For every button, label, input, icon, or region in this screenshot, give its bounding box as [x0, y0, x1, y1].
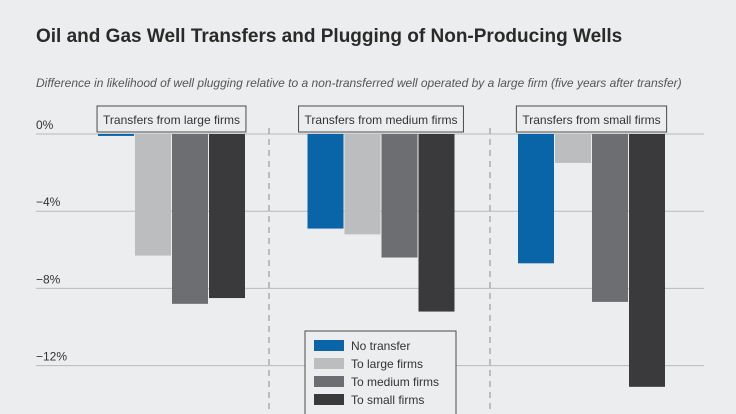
legend-swatch: [314, 376, 344, 387]
y-tick-label: −8%: [36, 272, 61, 286]
legend-swatch: [314, 394, 344, 405]
bar: [381, 134, 418, 258]
bar: [344, 134, 381, 235]
chart-subtitle: Difference in likelihood of well pluggin…: [36, 76, 682, 90]
bar: [555, 134, 591, 163]
panel-label-box: [96, 105, 247, 133]
legend-label: To small firms: [351, 393, 424, 407]
chart-title: Oil and Gas Well Transfers and Plugging …: [36, 26, 623, 47]
panel-labels: Transfers from large firms Transfers from…: [96, 105, 668, 133]
bar: [98, 134, 134, 136]
panel-label-box: [515, 105, 668, 133]
bar: [629, 134, 665, 387]
y-tick-label: −4%: [36, 195, 61, 209]
legend-label: To medium firms: [351, 375, 439, 389]
legend-label: No transfer: [351, 339, 410, 353]
y-axis-ticks: 0% −4% −8% −12%: [36, 118, 67, 364]
legend-label: To large firms: [351, 357, 423, 371]
bars: [98, 134, 665, 387]
panel-label: Transfers from large firms: [103, 113, 240, 127]
legend-swatch: [314, 340, 344, 351]
panel-label: Transfers from medium firms: [305, 113, 458, 127]
bar: [307, 134, 344, 229]
bar: [135, 134, 171, 256]
panel-label-box: [298, 105, 464, 133]
bar: [209, 134, 245, 299]
y-tick-label: 0%: [36, 118, 54, 132]
bar: [172, 134, 208, 304]
y-tick-label: −12%: [36, 350, 67, 364]
panel-separators: [268, 128, 491, 414]
bar: [418, 134, 455, 312]
bar: [592, 134, 628, 302]
legend: No transfer To large firms To medium firms…: [304, 330, 457, 414]
panel-label: Transfers from small firms: [522, 113, 660, 127]
legend-swatch: [314, 358, 344, 369]
bar: [518, 134, 554, 264]
